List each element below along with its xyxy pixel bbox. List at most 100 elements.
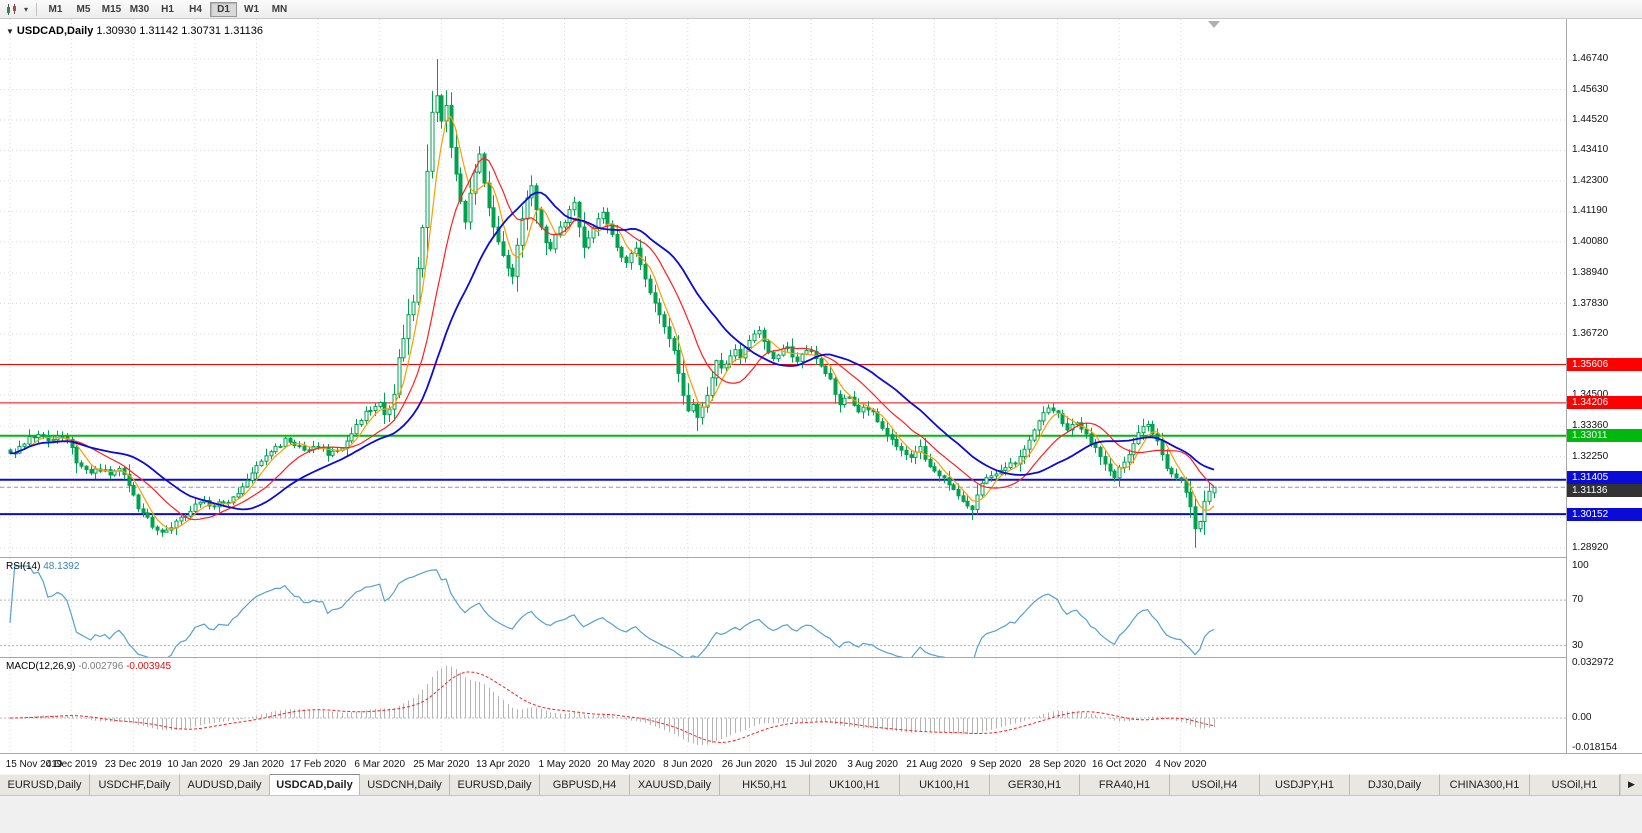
chart-type-dropdown-icon[interactable]: ▾ <box>23 4 28 14</box>
price-tick-label: 1.36720 <box>1572 327 1609 339</box>
rsi-name: RSI(14) <box>6 561 41 572</box>
top-toolbar: ▾ M1 M5 M15 M30 H1 H4 D1 W1 MN <box>0 0 1642 19</box>
chart-tab-usdchf-daily[interactable]: USDCHF,Daily <box>90 774 180 795</box>
time-axis[interactable]: 15 Nov 2019 4 Dec 2019 23 Dec 2019 10 Jan 2… <box>0 753 1642 774</box>
chart-tab-uk100-h1[interactable]: UK100,H1 <box>900 774 990 795</box>
timeframe-button-group: M1 M5 M15 M30 H1 H4 D1 W1 MN <box>42 1 293 17</box>
chart-symbol-label: USDCAD,Daily <box>16 25 94 37</box>
rsi-tick-label: 100 <box>1572 559 1589 571</box>
rsi-indicator-canvas[interactable] <box>0 558 1566 657</box>
macd-label: MACD(12,26,9) -0.002796 -0.003945 <box>6 661 171 672</box>
date-label: 25 Mar 2020 <box>413 759 470 770</box>
date-label: 13 Apr 2020 <box>475 759 530 770</box>
price-tick-label: 1.41190 <box>1572 205 1608 217</box>
date-label: 3 Aug 2020 <box>847 759 898 770</box>
chart-tab-china300-h1[interactable]: CHINA300,H1 <box>1440 774 1530 795</box>
chart-tab-usdcad-daily[interactable]: USDCAD,Daily <box>270 774 360 795</box>
date-label: 16 Oct 2020 <box>1091 759 1147 770</box>
macd-tick-label: -0.018154 <box>1572 742 1618 754</box>
date-label: 15 Jul 2020 <box>785 759 837 770</box>
date-label: 17 Feb 2020 <box>290 759 347 770</box>
date-label: 26 Jun 2020 <box>721 759 777 770</box>
price-tick-label: 1.37830 <box>1572 297 1609 309</box>
macd-main-value: -0.002796 <box>78 661 124 672</box>
date-label: 4 Nov 2020 <box>1155 759 1207 770</box>
date-label: 28 Sep 2020 <box>1029 759 1086 770</box>
timeframe-button-mn[interactable]: MN <box>271 3 288 15</box>
chart-title: ▼ USDCAD,Daily 1.30930 1.31142 1.30731 1.… <box>6 25 263 37</box>
current-price-badge: 1.31136 <box>1567 483 1642 497</box>
timeframe-button-m5[interactable]: M5 <box>76 3 91 15</box>
chart-tab-eurusd-daily[interactable]: EURUSD,Daily <box>0 774 90 795</box>
date-label: 9 Sep 2020 <box>970 759 1022 770</box>
chart-tab-eurusd-daily[interactable]: EURUSD,Daily <box>450 774 540 795</box>
rsi-tick-label: 70 <box>1572 594 1584 606</box>
macd-signal-value: -0.003945 <box>126 661 172 672</box>
price-tick-label: 1.28920 <box>1572 541 1609 553</box>
date-label: 29 Jan 2020 <box>228 759 284 770</box>
chart-tab-uk100-h1[interactable]: UK100,H1 <box>810 774 900 795</box>
macd-panel-separator[interactable] <box>0 657 1642 658</box>
price-scale[interactable]: 1.46740 1.45630 1.44520 1.43410 1.42300 1.411… <box>1566 19 1642 753</box>
level-price-badge: 1.31405 <box>1567 470 1642 484</box>
chart-window: ▼ USDCAD,Daily 1.30930 1.31142 1.30731 1.… <box>0 19 1642 774</box>
macd-name: MACD(12,26,9) <box>6 661 76 672</box>
price-tick-label: 1.45630 <box>1572 83 1609 95</box>
price-tick-label: 1.38940 <box>1572 267 1609 279</box>
rsi-tick-label: 30 <box>1572 639 1584 651</box>
level-price-badge: 1.30152 <box>1567 507 1642 521</box>
level-price-badge: 1.34206 <box>1567 396 1642 410</box>
chart-tab-usoil-h1[interactable]: USOil,H1 <box>1530 774 1620 795</box>
price-tick-label: 1.34500 <box>1572 388 1609 400</box>
chart-tab-hk50-h1[interactable]: HK50,H1 <box>720 774 810 795</box>
date-label: 21 Aug 2020 <box>906 759 963 770</box>
date-label: 4 Dec 2019 <box>46 759 98 770</box>
chart-ohlc-values: 1.30930 1.31142 1.30731 1.31136 <box>96 25 263 37</box>
macd-indicator-canvas[interactable] <box>0 658 1566 753</box>
chart-tab-usdjpy-h1[interactable]: USDJPY,H1 <box>1260 774 1350 795</box>
chart-tab-xauusd-daily[interactable]: XAUUSD,Daily <box>630 774 720 795</box>
price-tick-label: 1.40080 <box>1572 235 1609 247</box>
date-label: 6 Mar 2020 <box>354 759 406 770</box>
timeframe-button-d1[interactable]: D1 <box>210 1 237 17</box>
macd-tick-label: 0.00 <box>1572 712 1592 723</box>
chart-tab-fra40-h1[interactable]: FRA40,H1 <box>1080 774 1170 795</box>
date-label: 23 Dec 2019 <box>104 759 162 770</box>
chart-tab-audusd-daily[interactable]: AUDUSD,Daily <box>180 774 270 795</box>
timeframe-button-m30[interactable]: M30 <box>129 3 150 15</box>
status-bar <box>0 796 1642 833</box>
tab-scroll-right-icon[interactable]: ▶ <box>1620 774 1642 795</box>
price-tick-label: 1.33360 <box>1572 420 1609 432</box>
timeframe-button-m15[interactable]: M15 <box>101 3 122 15</box>
level-price-badge: 1.33011 <box>1567 429 1642 443</box>
chart-tab-usoil-h4[interactable]: USOil,H4 <box>1170 774 1260 795</box>
timeframe-button-h4[interactable]: H4 <box>189 3 202 15</box>
timeframe-button-m1[interactable]: M1 <box>48 3 63 15</box>
date-label: 8 Jun 2020 <box>663 759 713 770</box>
rsi-current-value: 48.1392 <box>43 561 80 572</box>
price-tick-label: 1.32250 <box>1572 450 1609 462</box>
price-tick-label: 1.42300 <box>1572 174 1609 186</box>
date-label: 20 May 2020 <box>597 759 656 770</box>
main-price-chart-canvas[interactable] <box>0 19 1566 557</box>
price-tick-label: 1.44520 <box>1572 113 1609 125</box>
date-label: 10 Jan 2020 <box>167 759 223 770</box>
date-label: 15 Nov 2019 <box>5 759 63 770</box>
timeframe-button-h1[interactable]: H1 <box>161 3 174 15</box>
rsi-panel-separator[interactable] <box>0 557 1642 558</box>
chart-tab-bar: EURUSD,Daily USDCHF,Daily AUDUSD,Daily USDC… <box>0 774 1642 796</box>
price-tick-label: 1.46740 <box>1572 53 1609 65</box>
macd-tick-label: 0.032972 <box>1572 657 1614 669</box>
chart-tab-gbpusd-h4[interactable]: GBPUSD,H4 <box>540 774 630 795</box>
price-tick-label: 1.43410 <box>1572 144 1609 156</box>
level-price-badge: 1.35606 <box>1567 358 1642 371</box>
rsi-label: RSI(14) 48.1392 <box>6 561 79 572</box>
chart-tab-usdcnh-daily[interactable]: USDCNH,Daily <box>360 774 450 795</box>
toolbar-separator <box>36 2 37 16</box>
chart-collapse-icon[interactable]: ▼ <box>6 27 14 36</box>
chart-tab-dj30-daily[interactable]: DJ30,Daily <box>1350 774 1440 795</box>
timeframe-button-w1[interactable]: W1 <box>244 3 259 15</box>
candlestick-glyph <box>7 3 16 15</box>
chart-tab-ger30-h1[interactable]: GER30,H1 <box>990 774 1080 795</box>
candlestick-chart-type-icon[interactable] <box>3 2 21 17</box>
